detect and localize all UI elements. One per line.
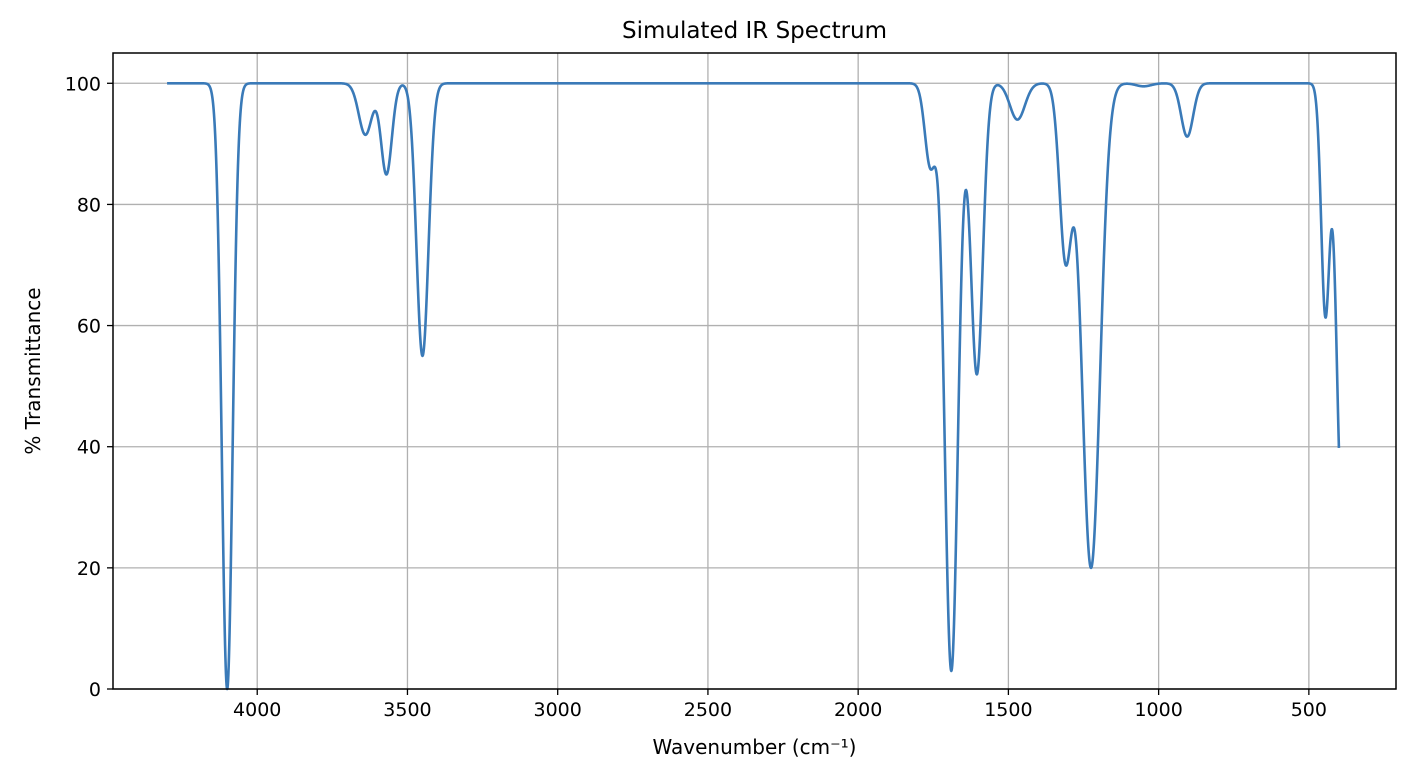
y-tick-label: 60 — [77, 316, 101, 338]
y-tick-label: 0 — [89, 679, 101, 701]
x-tick-label: 2500 — [684, 699, 732, 721]
x-tick-label: 1500 — [984, 699, 1032, 721]
plot-frame — [112, 52, 1397, 690]
axis-ticks: 4000 3500 3000 2500 2000 1500 1000 500 0 20 40 60 80… — [65, 73, 1327, 721]
x-axis-title: Wavenumber (cm⁻¹) — [653, 735, 857, 759]
y-tick-label: 40 — [77, 437, 101, 459]
y-tick-label: 80 — [77, 194, 101, 216]
x-tick-label: 2000 — [834, 699, 882, 721]
x-tick-label: 4000 — [233, 699, 281, 721]
y-tick-label: 20 — [77, 558, 101, 580]
x-tick-label: 500 — [1291, 699, 1327, 721]
x-tick-label: 1000 — [1134, 699, 1182, 721]
chart-title: Simulated IR Spectrum — [622, 18, 887, 44]
x-tick-label: 3000 — [534, 699, 582, 721]
y-tick-label: 100 — [65, 73, 101, 95]
y-axis-title: % Transmittance — [21, 287, 45, 454]
grid — [113, 53, 1396, 690]
x-tick-label: 3500 — [383, 699, 431, 721]
transmittance-series-line — [166, 81, 1341, 691]
